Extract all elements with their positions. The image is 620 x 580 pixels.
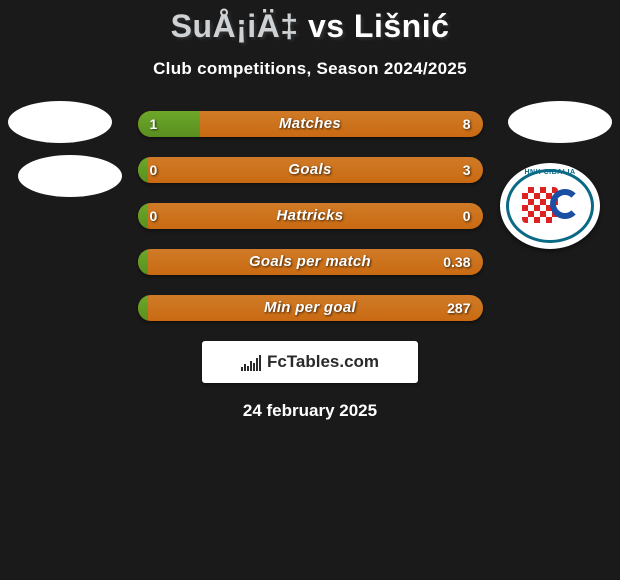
stat-label: Hattricks: [138, 203, 483, 229]
player1-name: SuÅ¡iÄ‡: [171, 8, 299, 44]
stat-bar: Min per goal287: [138, 295, 483, 321]
stat-bar: 0Goals3: [138, 157, 483, 183]
stat-bars: 1Matches80Goals30Hattricks0Goals per mat…: [138, 111, 483, 321]
stat-label: Matches: [138, 111, 483, 137]
player2-avatar: [508, 101, 612, 143]
player2-club-badge: HNK CIBALIA: [500, 163, 600, 249]
stat-label: Goals per match: [138, 249, 483, 275]
stat-value-right: 0.38: [443, 249, 470, 275]
club-badge-text: HNK CIBALIA: [500, 169, 600, 176]
comparison-card: SuÅ¡iÄ‡ vs Lišnić Club competitions, Sea…: [0, 0, 620, 421]
subtitle: Club competitions, Season 2024/2025: [0, 59, 620, 79]
date: 24 february 2025: [0, 401, 620, 421]
stat-value-right: 0: [463, 203, 471, 229]
vs-separator: vs: [308, 8, 345, 44]
stat-bar: 0Hattricks0: [138, 203, 483, 229]
player2-name: Lišnić: [354, 8, 449, 44]
player1-avatar-1: [8, 101, 112, 143]
stat-value-right: 3: [463, 157, 471, 183]
stat-value-right: 287: [447, 295, 470, 321]
stat-label: Min per goal: [138, 295, 483, 321]
stat-value-right: 8: [463, 111, 471, 137]
player1-avatar-2: [18, 155, 122, 197]
stats-area: HNK CIBALIA 1Matches80Goals30Hattricks0G…: [0, 111, 620, 321]
stat-label: Goals: [138, 157, 483, 183]
page-title: SuÅ¡iÄ‡ vs Lišnić: [0, 0, 620, 45]
logo-chart-icon: [241, 353, 263, 371]
site-logo[interactable]: FcTables.com: [202, 341, 418, 383]
logo-text: FcTables.com: [267, 352, 379, 372]
stat-bar: Goals per match0.38: [138, 249, 483, 275]
stat-bar: 1Matches8: [138, 111, 483, 137]
